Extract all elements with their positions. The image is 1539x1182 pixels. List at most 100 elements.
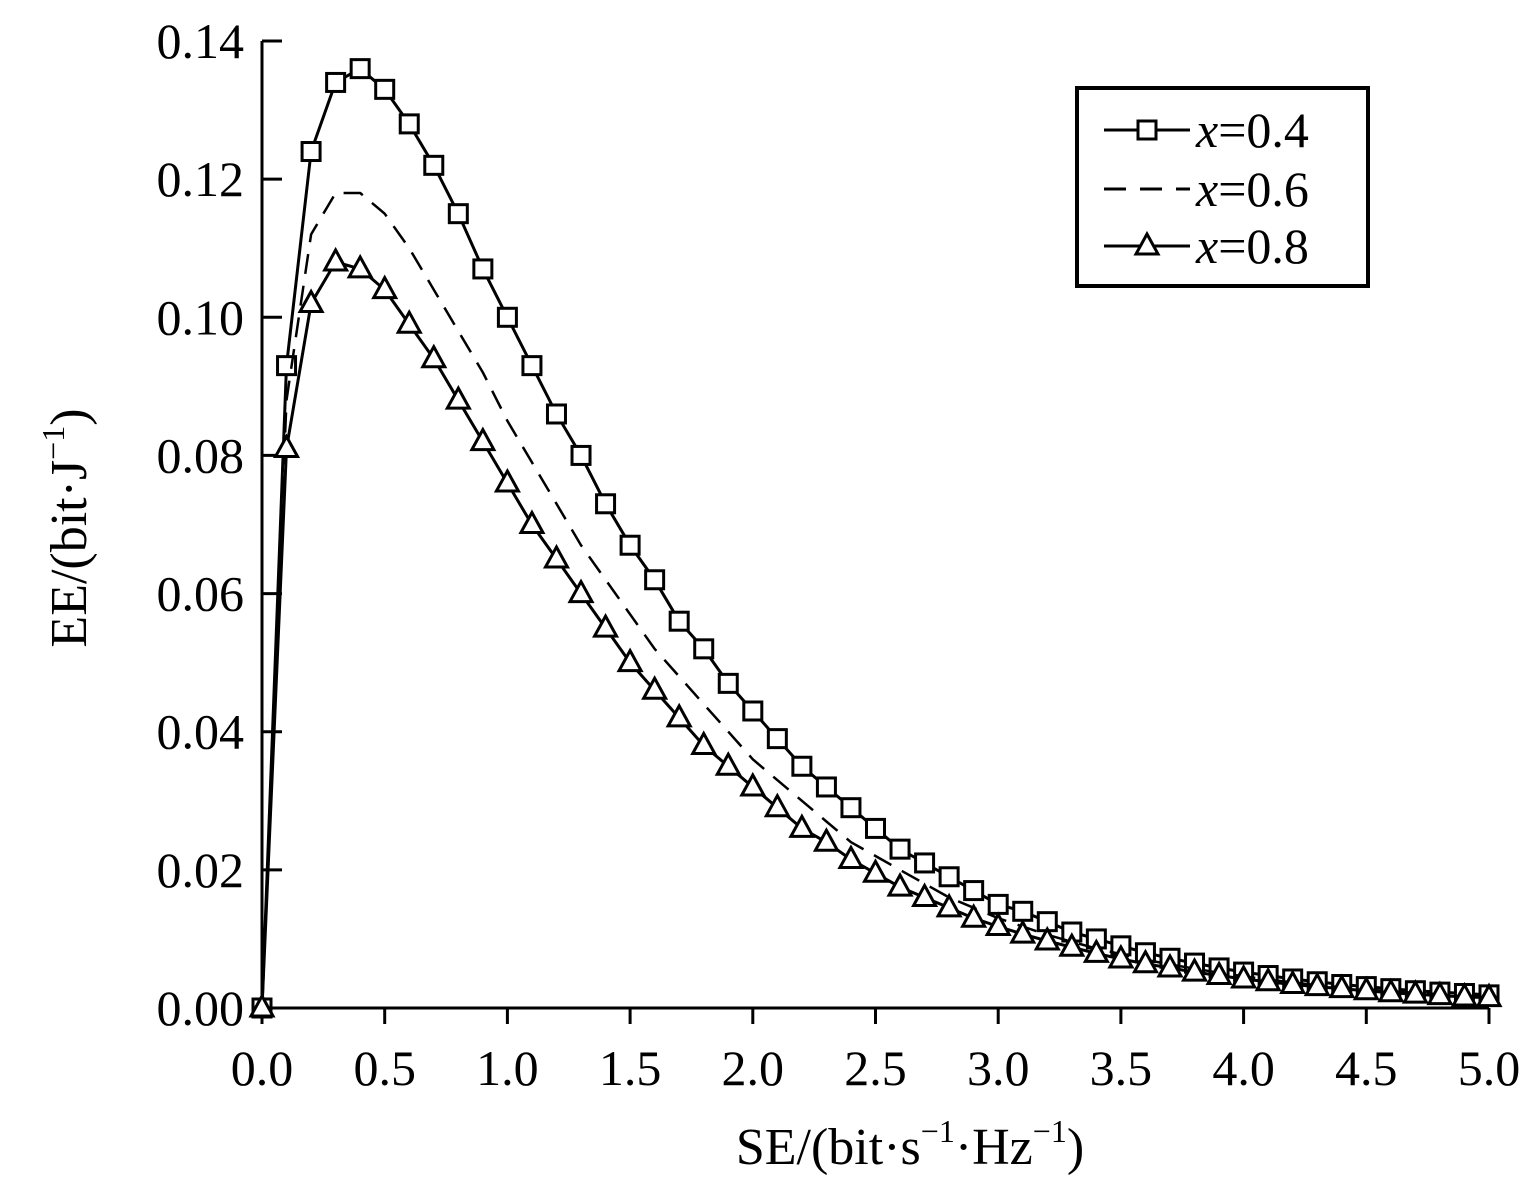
square-marker <box>570 444 592 466</box>
square-marker <box>717 672 739 694</box>
triangle-marker <box>714 751 742 776</box>
triangle-marker <box>690 730 718 756</box>
triangle-marker <box>1107 943 1135 969</box>
triangle-marker <box>1156 952 1184 978</box>
x-tick-label: 3.5 <box>1090 1040 1153 1096</box>
triangle-marker <box>739 771 767 797</box>
legend: x=0.4x=0.6x=0.8 <box>1075 86 1370 288</box>
triangle-marker <box>518 509 546 534</box>
series-line <box>260 260 1490 1009</box>
series-x=0.8 <box>248 246 1503 1018</box>
legend-entries: x=0.4x=0.6x=0.8 <box>1104 102 1309 274</box>
legend-box <box>1075 86 1370 288</box>
triangle-marker <box>935 892 963 918</box>
series-layer <box>248 58 1503 1019</box>
x-tick-label: 4.5 <box>1335 1040 1398 1096</box>
legend-entry: x=0.8 <box>1104 218 1309 274</box>
y-tick-label: 0.04 <box>157 704 245 760</box>
series-x=0.6 <box>260 191 1490 1009</box>
triangle-marker <box>911 882 939 907</box>
triangle-marker <box>1131 948 1159 974</box>
triangle-marker <box>861 858 890 883</box>
triangle-marker <box>984 911 1012 936</box>
triangle-marker <box>837 844 865 869</box>
x-axis-label: SE/(bit·s−1·Hz−1) <box>736 1113 1084 1176</box>
legend-label: x=0.8 <box>1195 218 1309 274</box>
square-marker <box>423 154 445 176</box>
square-marker <box>374 78 396 100</box>
triangle-marker <box>1058 932 1086 957</box>
square-marker <box>668 610 690 632</box>
x-tick-label: 3.0 <box>967 1040 1030 1096</box>
triangle-marker <box>1009 918 1037 944</box>
triangle-marker <box>469 426 497 452</box>
legend-label: x=0.6 <box>1195 161 1309 217</box>
y-tick-label: 0.08 <box>157 427 245 483</box>
triangle-marker <box>1133 230 1161 256</box>
x-tick-label: 2.0 <box>722 1040 785 1096</box>
square-marker <box>1012 900 1034 922</box>
square-marker <box>496 306 518 328</box>
triangle-marker <box>1303 971 1331 997</box>
y-tick-label: 0.10 <box>157 289 245 345</box>
square-marker <box>914 852 936 874</box>
triangle-marker <box>395 309 423 334</box>
triangle-marker <box>567 578 595 604</box>
square-marker <box>349 58 371 80</box>
square-marker <box>447 203 469 225</box>
square-marker <box>865 817 886 839</box>
square-marker <box>619 534 641 556</box>
triangle-marker <box>1426 980 1454 1006</box>
square-marker <box>398 113 420 135</box>
square-marker <box>521 355 543 377</box>
square-marker <box>1136 119 1158 141</box>
square-marker <box>545 403 567 425</box>
triangle-marker <box>1401 979 1429 1004</box>
legend-label: x=0.4 <box>1195 102 1309 158</box>
triangle-marker <box>1082 938 1110 963</box>
triangle-marker <box>788 813 816 838</box>
triangle-marker <box>665 702 693 728</box>
x-tick-label: 5.0 <box>1458 1040 1521 1096</box>
x-tick-label: 0.5 <box>353 1040 416 1096</box>
triangle-marker <box>1205 960 1233 986</box>
triangle-marker <box>1328 973 1356 999</box>
triangle-marker <box>322 246 350 272</box>
triangle-marker <box>1475 982 1503 1008</box>
x-tick-label: 1.0 <box>476 1040 539 1096</box>
x-ticks: 0.0 0.5 1.0 1.5 2.0 2.5 3.0 3.5 4.0 4.5 5.0 <box>231 1008 1521 1096</box>
triangle-marker <box>420 343 448 369</box>
x-tick-label: 0.0 <box>231 1040 294 1096</box>
square-marker <box>815 776 837 798</box>
y-ticks: 0.00 0.02 0.04 0.06 0.08 0.10 0.12 0.14 <box>157 13 282 1036</box>
triangle-marker <box>812 827 840 852</box>
square-marker <box>889 838 911 860</box>
square-marker <box>963 880 985 902</box>
x-tick-label: 1.5 <box>599 1040 662 1096</box>
y-tick-label: 0.06 <box>157 566 245 622</box>
triangle-marker <box>763 792 791 818</box>
triangle-marker <box>248 992 276 1018</box>
square-marker <box>791 755 813 777</box>
triangle-marker <box>542 543 571 569</box>
square-marker <box>742 700 764 722</box>
triangle-marker <box>297 288 325 313</box>
legend-entry: x=0.4 <box>1104 102 1309 158</box>
triangle-marker <box>346 253 374 279</box>
square-marker <box>325 71 347 93</box>
triangle-marker <box>1279 969 1307 995</box>
y-tick-label: 0.02 <box>157 842 245 898</box>
axes: 0.00 0.02 0.04 0.06 0.08 0.10 0.12 0.14 0.0 0.5 1… <box>157 13 1521 1096</box>
square-marker <box>472 258 494 280</box>
y-tick-label: 0.12 <box>157 151 245 207</box>
square-marker <box>840 797 862 819</box>
triangle-marker <box>1230 963 1258 989</box>
triangle-marker <box>493 467 521 493</box>
series-line <box>260 191 1490 1009</box>
triangle-marker <box>641 675 669 700</box>
square-marker <box>595 493 617 515</box>
triangle-marker <box>960 903 988 928</box>
legend-entry: x=0.6 <box>1104 161 1309 217</box>
triangle-marker <box>1377 977 1405 1003</box>
